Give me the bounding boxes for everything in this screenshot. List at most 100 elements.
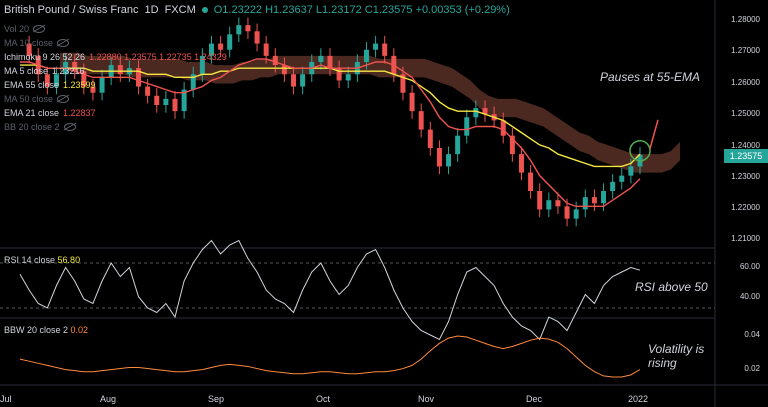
candle-body: [145, 86, 151, 96]
candle-body: [172, 98, 178, 112]
candle-body: [518, 154, 524, 173]
candle-body: [154, 95, 160, 105]
legend-ichimoku[interactable]: Ichimoku 9 26 52 26 1.22880 1.23575 1.227…: [4, 52, 227, 62]
candle-body: [473, 108, 479, 118]
candle-body: [555, 200, 561, 207]
rsi-tick: 60.00: [739, 262, 760, 271]
hidden-eye-icon[interactable]: [63, 123, 76, 131]
candle-body: [163, 98, 169, 105]
candle-body: [400, 74, 406, 93]
candle-body: [227, 34, 233, 50]
exchange: FXCM: [164, 4, 196, 16]
candle-body: [90, 86, 96, 93]
candle-body: [190, 74, 196, 90]
legend-ema21[interactable]: EMA 21 close 1.22837: [4, 108, 96, 118]
rsi-line: [19, 239, 641, 341]
legend-ma[interactable]: MA 10 close: [4, 36, 227, 50]
bbw-line: [19, 335, 641, 378]
candle-body: [482, 108, 488, 115]
interval[interactable]: 1D: [144, 4, 159, 16]
projection-arrow: [649, 119, 659, 149]
candle-body: [382, 43, 388, 56]
candle-body: [628, 166, 634, 176]
candle-body: [345, 74, 351, 81]
legend-vol[interactable]: Vol 20: [4, 22, 227, 36]
candle-body: [236, 25, 242, 35]
price-tick: 1.25000: [731, 109, 760, 118]
candle-body: [528, 172, 534, 191]
last-price-tag: 1.23575: [724, 149, 768, 163]
candle-body: [546, 200, 552, 210]
candle-body: [591, 197, 597, 204]
rsi-tick: 40.00: [739, 292, 760, 301]
chart-header: British Pound / Swiss Franc 1D FXCM O1.2…: [4, 4, 510, 16]
candle-body: [53, 74, 59, 87]
candle-body: [582, 197, 588, 210]
highlight-circle: [629, 140, 651, 162]
candle-body: [300, 74, 306, 87]
candle-body: [610, 181, 616, 191]
candle-body: [99, 77, 105, 93]
legend-bb[interactable]: BB 20 close 2: [4, 120, 227, 134]
candle-body: [363, 49, 369, 62]
annotation-volatility-1: Volatility is: [648, 342, 705, 356]
candle-body: [272, 55, 278, 66]
candle-body: [81, 71, 87, 87]
candle-body: [509, 135, 515, 155]
legend-ema55[interactable]: EMA 55 close 1.23599: [4, 80, 96, 90]
candle-body: [409, 92, 415, 112]
price-tick: 1.23000: [731, 172, 760, 181]
hidden-eye-icon[interactable]: [57, 95, 70, 103]
price-tick: 1.22000: [731, 203, 760, 212]
legend-ma5[interactable]: MA 5 close 1.23216: [4, 66, 85, 76]
hidden-eye-icon[interactable]: [57, 39, 70, 47]
price-tick: 1.26000: [731, 78, 760, 87]
price-tick: 1.24000: [731, 141, 760, 150]
bbw-panel-title[interactable]: BBW 20 close 2 0.02: [4, 325, 89, 335]
candle-body: [446, 154, 452, 167]
hidden-eye-icon[interactable]: [33, 25, 46, 33]
candle-body: [72, 62, 78, 72]
candle-body: [245, 25, 251, 32]
candle-body: [619, 175, 625, 182]
candle-body: [327, 55, 333, 69]
price-tick: 1.28000: [731, 15, 760, 24]
ichimoku-cloud: [60, 52, 680, 173]
candle-body: [318, 55, 324, 62]
time-tick: Dec: [526, 394, 543, 404]
time-tick: 2022: [628, 394, 649, 404]
candle-body: [44, 74, 50, 87]
symbol-name[interactable]: British Pound / Swiss Franc: [4, 4, 139, 16]
bbw-tick: 0.02: [744, 364, 760, 373]
time-tick: Oct: [316, 394, 331, 404]
candle-body: [537, 191, 543, 210]
legend-ma50[interactable]: MA 50 close: [4, 92, 227, 106]
candle-body: [427, 129, 433, 148]
candle-body: [218, 43, 224, 50]
market-status-icon: [201, 7, 208, 13]
bbw-tick: 0.04: [744, 330, 760, 339]
candle-body: [26, 43, 32, 56]
price-tick: 1.21000: [731, 234, 760, 243]
candle-body: [573, 209, 579, 219]
candle-body: [436, 148, 442, 167]
rsi-panel-title[interactable]: RSI 14 close 56.80: [4, 255, 81, 265]
candle-body: [181, 89, 187, 112]
candle-body: [117, 65, 123, 75]
candle-body: [199, 55, 205, 75]
candle-body: [281, 65, 287, 75]
candle-body: [136, 68, 142, 87]
candle-body: [291, 74, 297, 87]
time-tick: Nov: [418, 394, 435, 404]
candle-body: [455, 135, 461, 155]
candle-body: [336, 68, 342, 81]
indicator-legend: Vol 20 MA 10 close Ichimoku 9 26 52 26 1.…: [4, 22, 227, 134]
candle-body: [464, 117, 470, 136]
price-tick: 1.27000: [731, 46, 760, 55]
ohlc-values: O1.23222 H1.23637 L1.23172 C1.23575 +0.0…: [213, 4, 510, 16]
annotation-ema: Pauses at 55-EMA: [600, 70, 701, 84]
candle-body: [263, 43, 269, 56]
candle-body: [601, 191, 607, 204]
time-tick: Jul: [0, 394, 12, 404]
